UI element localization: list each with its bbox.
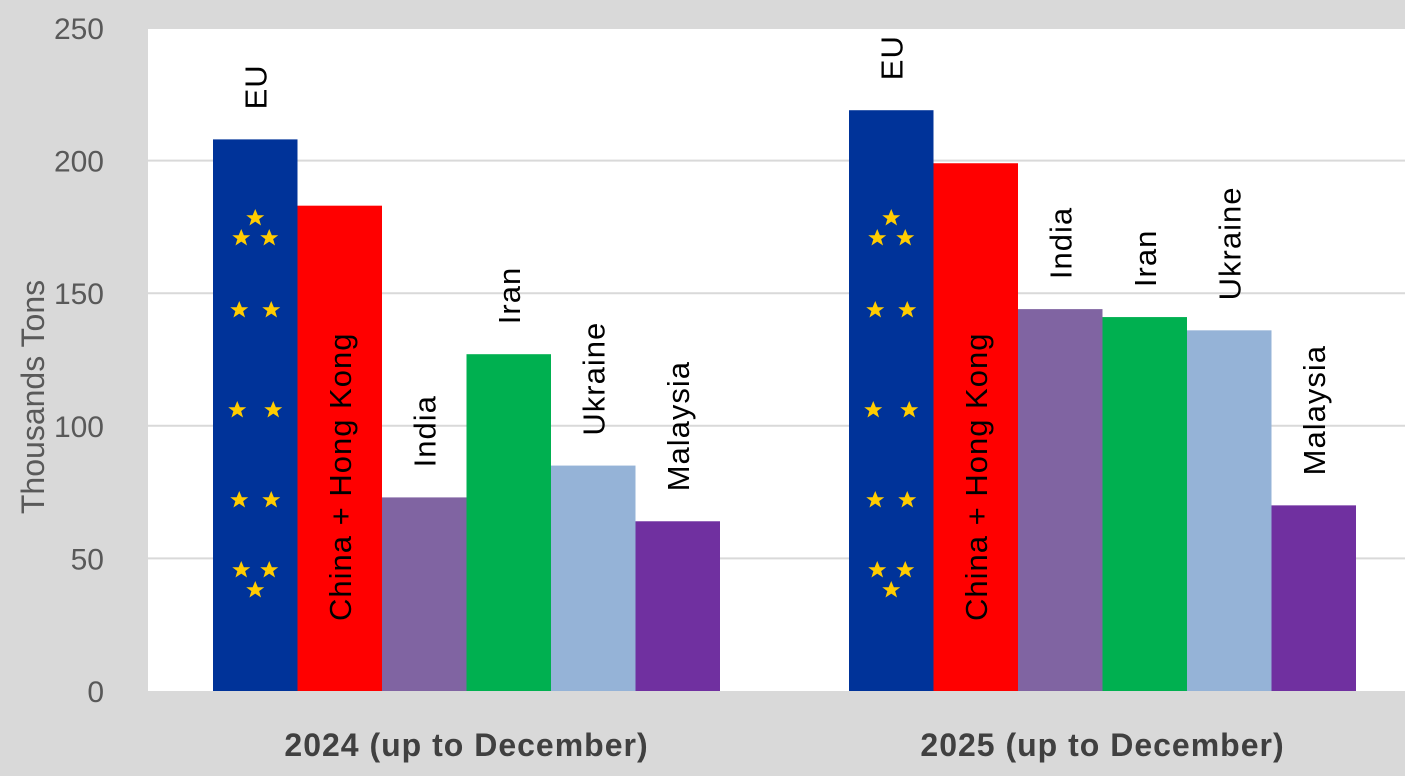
bar-data-label: India xyxy=(407,395,442,467)
bar-data-label: Ukraine xyxy=(1212,186,1247,300)
y-tick-label: 150 xyxy=(54,278,104,311)
y-tick-label: 250 xyxy=(54,13,104,46)
bar xyxy=(1018,309,1103,691)
bar-data-label: EU xyxy=(238,64,273,109)
bar xyxy=(1103,317,1188,691)
y-tick-label: 200 xyxy=(54,146,104,179)
bar xyxy=(467,354,552,691)
bar xyxy=(213,139,298,691)
bar-data-label: China + Hong Kong xyxy=(959,333,994,621)
y-tick-label: 0 xyxy=(87,676,104,709)
bar-data-label: India xyxy=(1043,207,1078,279)
bar xyxy=(551,466,636,691)
x-category-label: 2025 (up to December) xyxy=(920,727,1284,763)
bar xyxy=(382,497,467,691)
bar-data-label: Malaysia xyxy=(661,361,696,491)
bar xyxy=(849,110,934,691)
bar xyxy=(1187,330,1272,691)
bar-data-label: Ukraine xyxy=(576,322,611,436)
y-tick-label: 100 xyxy=(54,411,104,444)
bar-data-label: Iran xyxy=(1128,230,1163,287)
x-category-label: 2024 (up to December) xyxy=(284,727,648,763)
bar-data-label: China + Hong Kong xyxy=(323,333,358,621)
y-axis-label: Thousands Tons xyxy=(15,280,51,514)
y-tick-label: 50 xyxy=(71,543,104,576)
bar-data-label: EU xyxy=(874,35,909,80)
bar xyxy=(1272,505,1357,691)
bar xyxy=(636,521,721,691)
bar-data-label: Malaysia xyxy=(1297,345,1332,475)
bar-data-label: Iran xyxy=(492,267,527,324)
